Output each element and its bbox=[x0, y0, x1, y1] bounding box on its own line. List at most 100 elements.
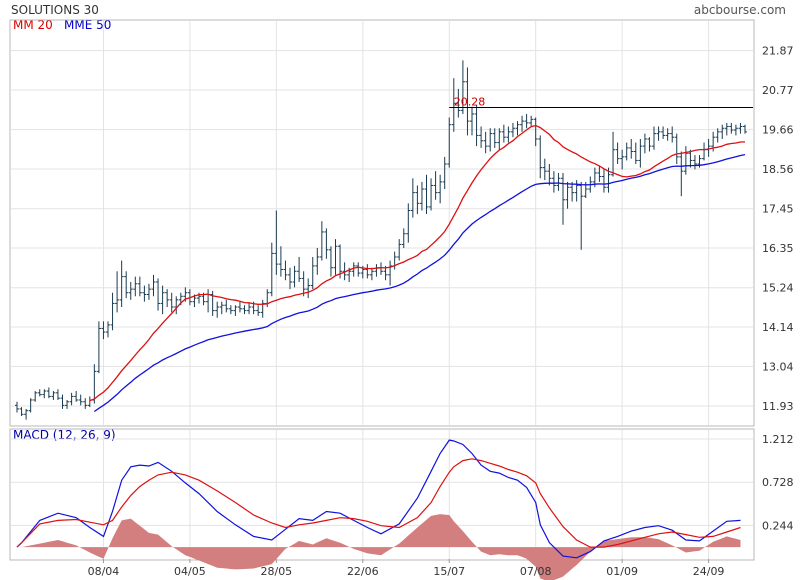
ohlc-bar bbox=[101, 321, 106, 340]
ohlc-bar bbox=[165, 289, 170, 308]
ohlc-bar bbox=[306, 278, 311, 299]
price-panel-frame bbox=[9, 19, 755, 427]
ohlc-bar bbox=[297, 256, 302, 282]
ohlc-bar bbox=[369, 267, 374, 281]
ohlc-bar bbox=[310, 256, 315, 290]
date-tick-label: 22/06 bbox=[347, 565, 379, 578]
ema50-legend: MME 50 bbox=[64, 18, 112, 32]
ohlc-bar bbox=[283, 260, 288, 281]
ohlc-bar bbox=[324, 228, 329, 259]
ohlc-bar bbox=[647, 137, 652, 152]
ohlc-bar bbox=[515, 121, 520, 136]
ohlc-bar bbox=[724, 122, 729, 136]
ohlc-bar bbox=[702, 142, 707, 161]
ohlc-bar bbox=[274, 210, 279, 275]
ma20-line bbox=[89, 124, 746, 402]
ohlc-bar bbox=[133, 276, 138, 297]
ohlc-bar bbox=[292, 265, 297, 288]
ohlc-bar bbox=[128, 281, 133, 300]
ohlc-bar bbox=[488, 128, 493, 152]
ohlc-bar bbox=[642, 133, 647, 154]
ohlc-bar bbox=[433, 171, 438, 200]
ohlc-bar bbox=[601, 169, 606, 193]
ohlc-bar bbox=[37, 389, 42, 397]
ohlc-bar bbox=[465, 67, 470, 136]
ohlc-bar bbox=[78, 394, 83, 406]
ohlc-bar bbox=[247, 303, 252, 315]
ohlc-bar bbox=[51, 391, 56, 400]
ohlc-bar bbox=[46, 387, 51, 399]
price-tick-label: 20.77 bbox=[762, 84, 794, 97]
ohlc-bar bbox=[510, 122, 515, 138]
ohlc-bar bbox=[338, 244, 343, 279]
ohlc-bar bbox=[561, 172, 565, 225]
price-tick-label: 15.24 bbox=[762, 282, 794, 295]
ohlc-bar bbox=[397, 239, 402, 261]
ohlc-bar bbox=[210, 290, 215, 316]
date-tick-label: 08/04 bbox=[88, 565, 120, 578]
ohlc-bar bbox=[224, 299, 229, 313]
ohlc-bar bbox=[19, 407, 24, 417]
macd-tick-label: 1.212 bbox=[762, 433, 794, 446]
ohlc-bar bbox=[106, 321, 110, 338]
ohlc-bar bbox=[333, 239, 338, 275]
ohlc-bar bbox=[365, 264, 370, 279]
ohlc-bar bbox=[278, 246, 283, 277]
ohlc-bar bbox=[674, 133, 679, 165]
price-tick-label: 21.87 bbox=[762, 45, 794, 58]
ohlc-bar bbox=[720, 124, 725, 139]
ohlc-bar bbox=[556, 172, 561, 191]
ohlc-bar bbox=[738, 122, 743, 134]
ohlc-bar bbox=[729, 122, 734, 134]
ohlc-bar bbox=[438, 174, 443, 204]
ohlc-bar bbox=[169, 292, 174, 313]
ohlc-bar bbox=[743, 124, 747, 134]
ohlc-bar bbox=[60, 394, 65, 409]
ohlc-bar bbox=[661, 126, 666, 139]
date-tick-label: 04/05 bbox=[174, 565, 206, 578]
ohlc-bar bbox=[520, 115, 525, 132]
ohlc-bar bbox=[228, 305, 233, 315]
ohlc-bar bbox=[83, 398, 88, 409]
ohlc-bar bbox=[110, 292, 115, 331]
ohlc-bar bbox=[638, 138, 643, 168]
ohlc-bar bbox=[456, 88, 461, 118]
ohlc-bar bbox=[524, 113, 529, 129]
ohlc-bar bbox=[206, 289, 211, 313]
ohlc-bar bbox=[301, 271, 306, 297]
ohlc-bar bbox=[656, 126, 661, 141]
macd-line bbox=[16, 439, 741, 559]
ohlc-bar bbox=[410, 178, 415, 218]
ohlc-bar bbox=[706, 138, 711, 157]
ohlc-bar bbox=[574, 180, 579, 202]
ema50-line bbox=[93, 153, 746, 413]
resistance-label: 20.28 bbox=[454, 96, 486, 109]
ohlc-bar bbox=[692, 155, 697, 170]
ohlc-bar bbox=[483, 131, 488, 154]
ohlc-bar bbox=[542, 158, 547, 181]
ohlc-bar bbox=[419, 181, 424, 211]
signal-line bbox=[16, 458, 741, 548]
ohlc-bar bbox=[479, 126, 484, 148]
ohlc-bar bbox=[69, 392, 74, 406]
ohlc-bar bbox=[28, 398, 33, 413]
ohlc-bar bbox=[497, 128, 502, 150]
ohlc-bar bbox=[501, 124, 506, 143]
ohlc-bar bbox=[319, 221, 324, 261]
ohlc-bar bbox=[115, 271, 120, 313]
ohlc-bar bbox=[733, 124, 738, 136]
ohlc-bar bbox=[379, 262, 383, 275]
ohlc-bar bbox=[492, 128, 497, 148]
ohlc-bar bbox=[529, 115, 534, 127]
ohlc-bar bbox=[260, 299, 265, 318]
ohlc-bar bbox=[620, 149, 625, 170]
date-tick-label: 15/07 bbox=[433, 565, 465, 578]
ohlc-bar bbox=[401, 228, 406, 249]
price-tick-label: 18.56 bbox=[762, 163, 794, 176]
ohlc-bar bbox=[315, 248, 320, 275]
ohlc-bar bbox=[233, 305, 238, 316]
price-tick-label: 16.35 bbox=[762, 242, 794, 255]
ohlc-bar bbox=[24, 408, 29, 420]
ohlc-bar bbox=[160, 285, 165, 315]
